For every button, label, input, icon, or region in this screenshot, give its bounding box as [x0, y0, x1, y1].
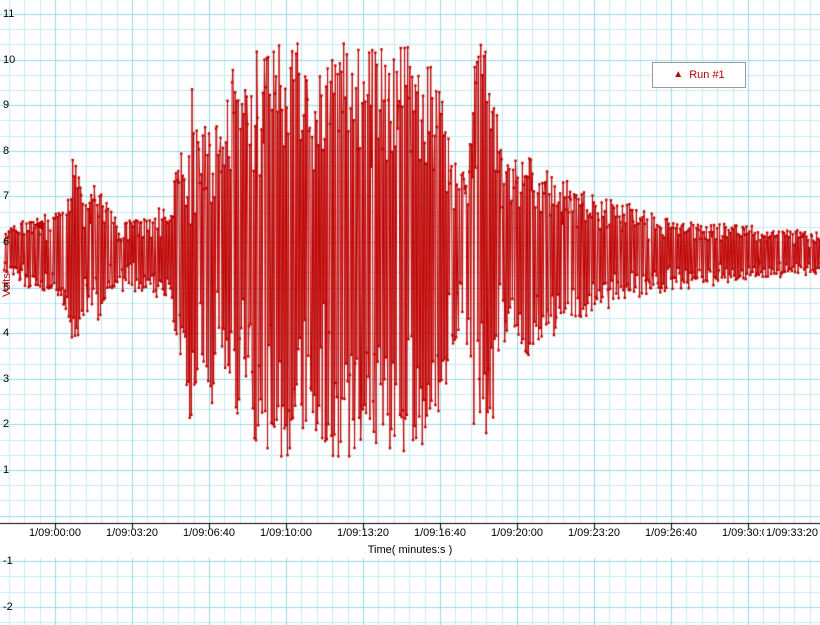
- x-axis-title: Time( minutes:s ): [367, 544, 453, 556]
- y-axis-title: Volts: [1, 273, 13, 297]
- level-marker-icon[interactable]: [33, 220, 43, 231]
- legend-series-label: Run #1: [689, 69, 725, 81]
- legend-triangle-icon: ▲: [673, 69, 684, 80]
- legend[interactable]: ▲ Run #1: [652, 62, 746, 88]
